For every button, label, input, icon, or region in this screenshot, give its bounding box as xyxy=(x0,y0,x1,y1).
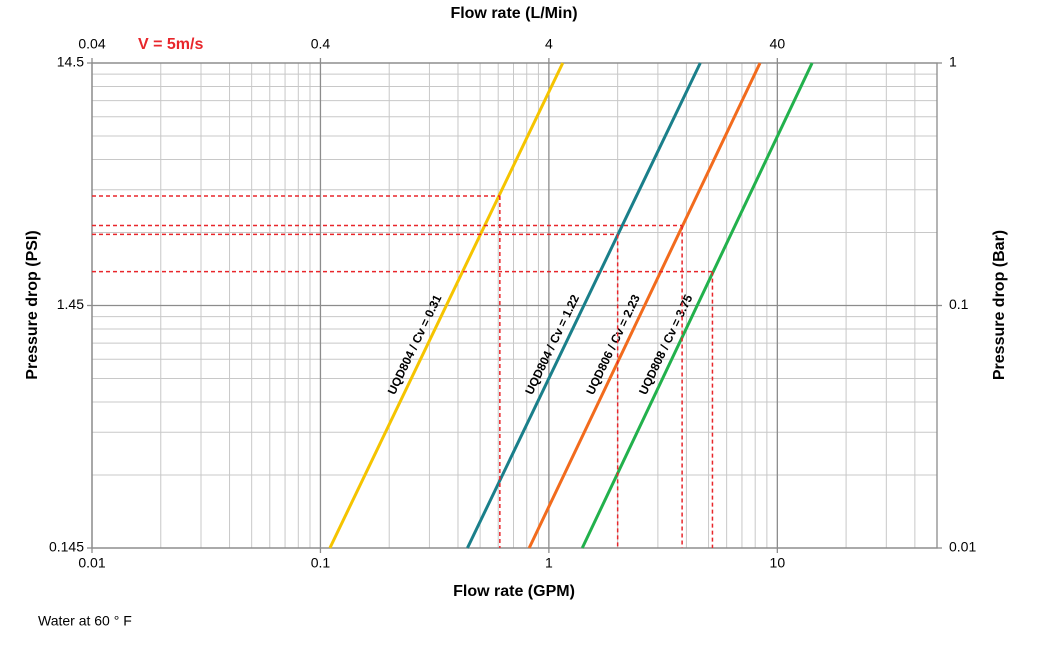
x2-tick-label: 0.04 xyxy=(78,36,105,52)
y-tick-label: 14.5 xyxy=(57,54,84,70)
x-axis-title: Flow rate (GPM) xyxy=(453,583,575,600)
series-line xyxy=(466,62,702,549)
x-tick-label: 1 xyxy=(545,555,553,571)
series-line xyxy=(580,62,814,549)
y-axis-title: Pressure drop (PSI) xyxy=(24,230,41,379)
series-line xyxy=(527,62,762,549)
x-tick-label: 0.1 xyxy=(311,555,331,571)
series-label: UQD804 / Cv = 0.31 xyxy=(385,292,445,397)
y2-tick-label: 0.01 xyxy=(949,539,976,555)
footnote: Water at 60 ° F xyxy=(38,613,132,629)
series-label: UQD804 / Cv = 1.22 xyxy=(522,292,582,397)
x2-tick-label: 40 xyxy=(770,36,786,52)
x2-tick-label: 4 xyxy=(545,36,553,52)
y-tick-label: 0.145 xyxy=(49,539,84,555)
y2-axis-title: Pressure drop (Bar) xyxy=(991,230,1008,380)
x2-tick-label: 0.4 xyxy=(311,36,331,52)
x-tick-label: 0.01 xyxy=(78,555,105,571)
velocity-note: V = 5m/s xyxy=(138,36,203,53)
series-line xyxy=(328,62,565,549)
x2-axis-title: Flow rate (L/Min) xyxy=(450,5,577,22)
plot-frame xyxy=(91,62,938,549)
y-tick-label: 1.45 xyxy=(57,296,84,312)
x-tick-label: 10 xyxy=(770,555,786,571)
y2-tick-label: 1 xyxy=(949,54,957,70)
series-label: UQD806 / Cv = 2.23 xyxy=(583,292,643,397)
y2-tick-label: 0.1 xyxy=(949,296,969,312)
